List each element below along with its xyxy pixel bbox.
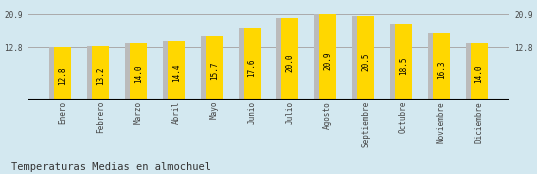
Text: 20.5: 20.5 bbox=[361, 53, 370, 71]
Text: Temperaturas Medias en almochuel: Temperaturas Medias en almochuel bbox=[11, 162, 211, 172]
Bar bbox=[163, 41, 184, 100]
Text: 14.4: 14.4 bbox=[172, 64, 181, 82]
Bar bbox=[357, 16, 374, 100]
Text: 13.2: 13.2 bbox=[96, 66, 105, 85]
Bar bbox=[206, 36, 223, 100]
Bar bbox=[428, 33, 448, 100]
Bar bbox=[470, 42, 488, 100]
Bar bbox=[201, 36, 222, 100]
Bar bbox=[433, 33, 449, 100]
Bar bbox=[281, 18, 299, 100]
Text: 12.8: 12.8 bbox=[59, 67, 67, 85]
Bar bbox=[319, 14, 336, 100]
Text: 14.0: 14.0 bbox=[475, 65, 483, 83]
Bar bbox=[466, 42, 487, 100]
Bar bbox=[314, 14, 335, 100]
Bar bbox=[49, 47, 70, 100]
Bar bbox=[130, 42, 147, 100]
Bar bbox=[390, 24, 411, 100]
Text: 15.7: 15.7 bbox=[210, 62, 219, 80]
Text: 17.6: 17.6 bbox=[248, 58, 257, 77]
Bar bbox=[92, 46, 109, 100]
Bar bbox=[125, 42, 146, 100]
Text: 14.0: 14.0 bbox=[134, 65, 143, 83]
Bar bbox=[54, 47, 71, 100]
Bar bbox=[243, 28, 260, 100]
Text: 18.5: 18.5 bbox=[399, 56, 408, 75]
Bar bbox=[88, 46, 108, 100]
Bar bbox=[168, 41, 185, 100]
Bar bbox=[238, 28, 259, 100]
Bar bbox=[395, 24, 412, 100]
Text: 20.9: 20.9 bbox=[323, 52, 332, 70]
Text: 16.3: 16.3 bbox=[437, 60, 446, 79]
Text: 20.0: 20.0 bbox=[285, 54, 294, 72]
Bar bbox=[277, 18, 297, 100]
Bar bbox=[352, 16, 373, 100]
